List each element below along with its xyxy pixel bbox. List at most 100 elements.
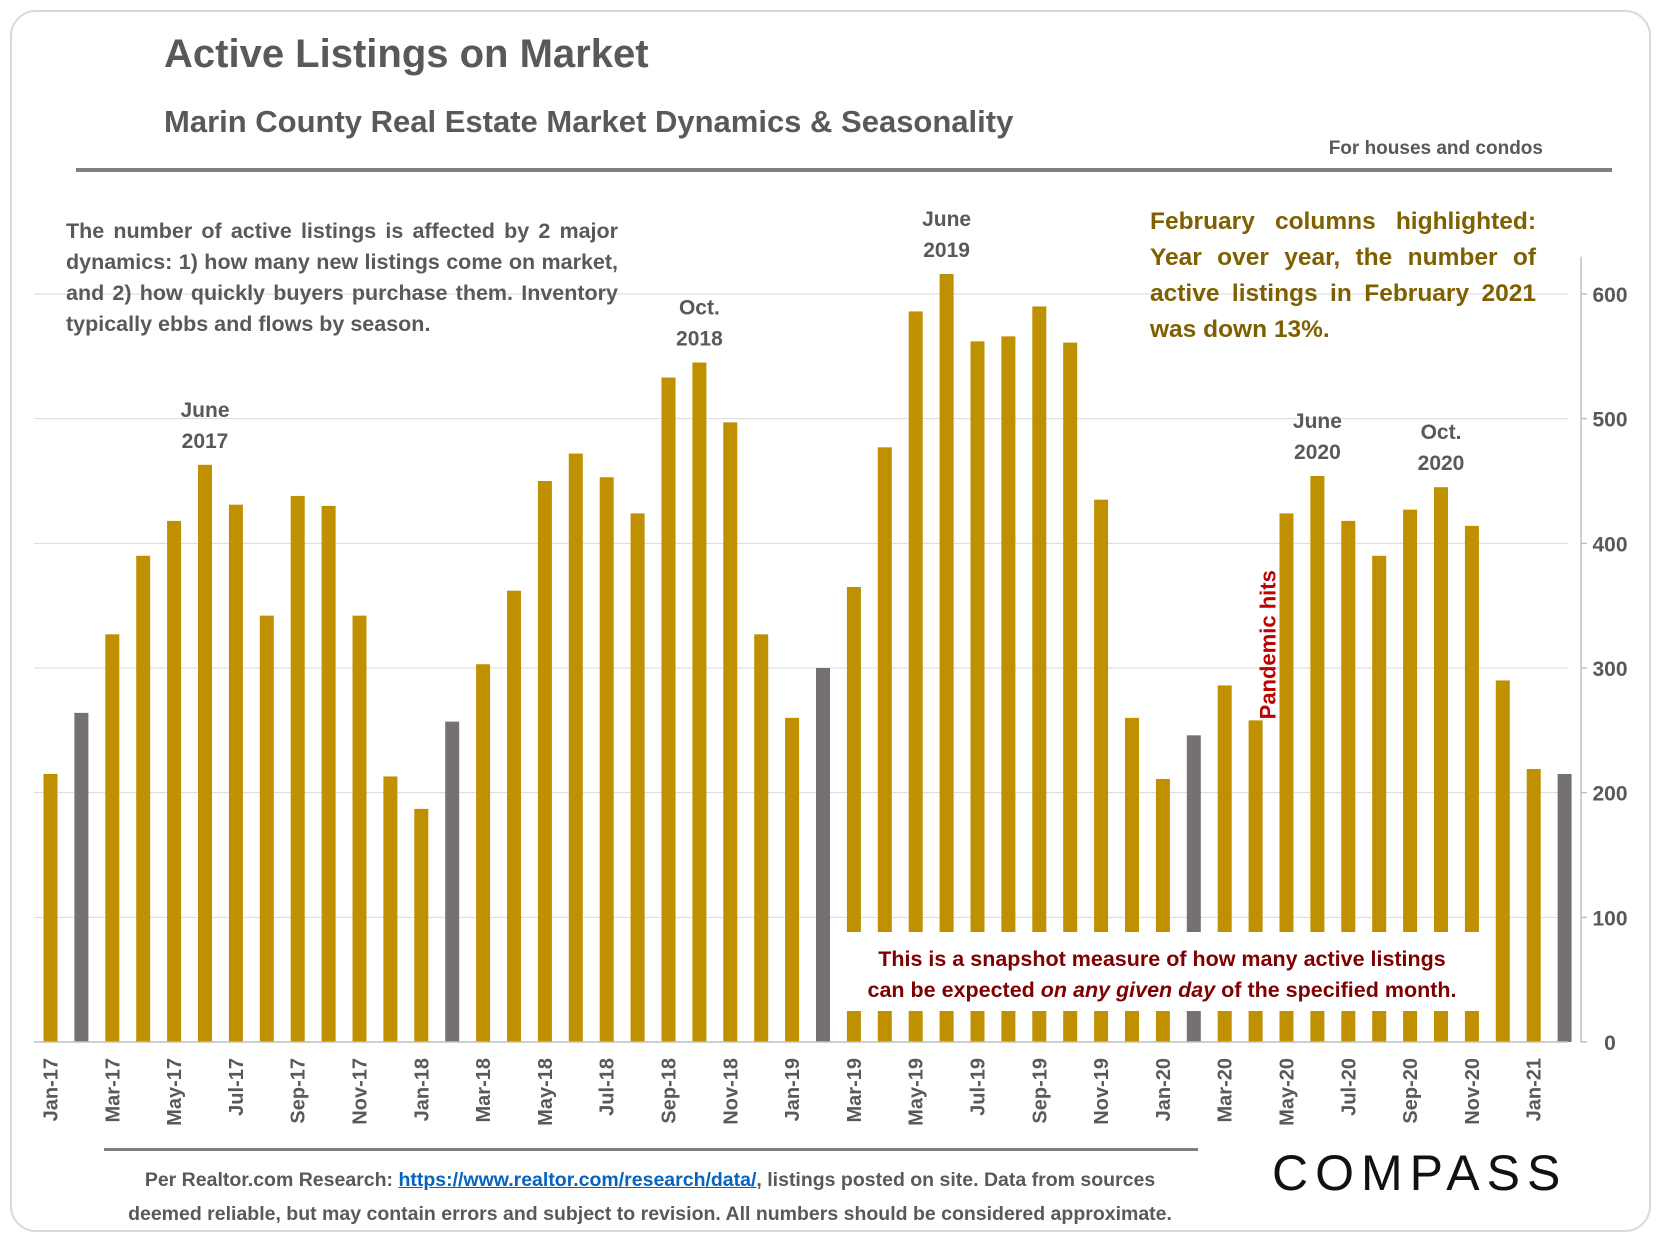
chart-frame — [10, 10, 1651, 1232]
x-tick-label: Sep-20 — [1400, 1058, 1422, 1124]
bar — [1526, 768, 1541, 1042]
x-tick-label: Nov-19 — [1091, 1058, 1113, 1125]
bar — [1063, 342, 1078, 1042]
bar — [939, 274, 954, 1042]
x-tick-label: May-17 — [164, 1058, 186, 1126]
x-tick-label: Jan-17 — [41, 1058, 63, 1121]
compass-logo: COMPASS — [1272, 1145, 1568, 1201]
intro-text: The number of active listings is affecte… — [66, 219, 618, 336]
x-tick-label: May-18 — [535, 1058, 557, 1126]
y-tick-label: 400 — [1592, 533, 1627, 556]
bar — [1434, 487, 1448, 1042]
peak-annotation-month: June — [1293, 410, 1342, 433]
scope-note: For houses and condos — [1328, 138, 1543, 159]
header-divider — [76, 168, 1612, 172]
bar — [228, 504, 243, 1042]
bar — [537, 480, 552, 1042]
peak-annotation-year: 2019 — [923, 239, 970, 262]
bar — [877, 447, 892, 1042]
peak-annotation-month: June — [180, 399, 229, 422]
bar — [290, 495, 305, 1042]
x-tick-label: Jul-19 — [968, 1058, 990, 1116]
bar — [846, 586, 861, 1042]
footer-divider — [104, 1148, 1198, 1151]
bar — [167, 520, 182, 1042]
bar — [661, 377, 676, 1042]
page-subtitle: Marin County Real Estate Market Dynamics… — [164, 104, 1014, 139]
x-tick-label: Jan-18 — [411, 1058, 433, 1121]
y-tick-label: 600 — [1592, 284, 1627, 307]
bar-february — [816, 667, 830, 1042]
y-tick-label: 0 — [1604, 1032, 1616, 1055]
bar — [476, 664, 491, 1042]
bar — [1310, 475, 1325, 1043]
x-tick-label: Nov-20 — [1462, 1058, 1484, 1125]
bar — [1094, 499, 1109, 1042]
february-highlight-note: February columns highlighted: Year over … — [1150, 208, 1536, 343]
bar — [136, 555, 151, 1042]
source-link[interactable]: https://www.realtor.com/research/data/ — [398, 1169, 757, 1191]
x-tick-label: Nov-18 — [720, 1058, 742, 1125]
y-tick-label: 200 — [1592, 783, 1627, 806]
bar — [568, 453, 583, 1042]
peak-annotation-year: 2020 — [1418, 452, 1465, 475]
bar-february — [445, 721, 460, 1042]
peak-annotation-month: Oct. — [1421, 421, 1462, 444]
bar — [908, 311, 923, 1042]
peak-annotation-month: Oct. — [679, 297, 720, 320]
bar — [1341, 520, 1356, 1042]
source-prefix: Per Realtor.com Research: — [144, 1169, 394, 1191]
x-tick-label: Mar-20 — [1215, 1058, 1237, 1122]
bar-february — [1557, 773, 1572, 1042]
bar — [1001, 336, 1016, 1042]
y-tick-label: 500 — [1592, 409, 1627, 432]
bar — [352, 615, 367, 1042]
peak-annotation-year: 2020 — [1294, 441, 1341, 464]
x-tick-label: Mar-18 — [473, 1058, 495, 1122]
bar — [785, 717, 800, 1042]
x-tick-label: May-19 — [906, 1058, 928, 1126]
snapshot-note-line2: can be expected on any given day of the … — [867, 978, 1456, 1002]
x-tick-label: Jul-20 — [1338, 1058, 1360, 1116]
x-tick-label: Jan-21 — [1524, 1058, 1546, 1121]
x-tick-label: Jul-17 — [226, 1058, 248, 1116]
bar — [198, 464, 212, 1042]
x-tick-label: Jul-18 — [597, 1058, 619, 1116]
x-tick-label: May-20 — [1277, 1058, 1299, 1126]
x-tick-label: Jan-20 — [1153, 1058, 1175, 1121]
peak-annotation-year: 2018 — [676, 328, 723, 351]
y-tick-label: 100 — [1592, 907, 1627, 930]
bar — [1403, 509, 1418, 1043]
bar — [1495, 680, 1510, 1042]
x-tick-label: Sep-17 — [288, 1058, 310, 1124]
y-tick-label: 300 — [1592, 658, 1627, 681]
pandemic-label: Pandemic hits — [1256, 570, 1281, 719]
peak-annotation-month: June — [922, 208, 971, 231]
x-tick-label: Sep-19 — [1029, 1058, 1051, 1124]
bar — [43, 773, 58, 1042]
bar — [630, 513, 645, 1042]
x-tick-label: Sep-18 — [659, 1058, 681, 1124]
bar — [754, 634, 769, 1042]
source-note: Per Realtor.com Research: https://www.re… — [100, 1163, 1200, 1231]
x-tick-label: Jan-19 — [782, 1058, 804, 1121]
bar — [692, 362, 707, 1043]
x-tick-label: Mar-17 — [102, 1058, 124, 1122]
bar — [599, 477, 614, 1043]
bar — [321, 505, 336, 1042]
x-tick-label: Mar-19 — [844, 1058, 866, 1122]
bar — [259, 615, 274, 1042]
snapshot-note-box — [844, 932, 1480, 1011]
bar — [1279, 513, 1294, 1042]
page-title: Active Listings on Market — [164, 32, 649, 76]
bar — [1372, 555, 1387, 1042]
bar — [105, 634, 120, 1042]
bar — [507, 590, 521, 1042]
x-tick-label: Nov-17 — [350, 1058, 372, 1125]
source-suffix: , listings posted on site. Data from sou… — [756, 1169, 1156, 1191]
bar — [1032, 306, 1047, 1042]
bar — [970, 341, 985, 1042]
bar — [383, 776, 398, 1042]
bar — [414, 808, 429, 1042]
